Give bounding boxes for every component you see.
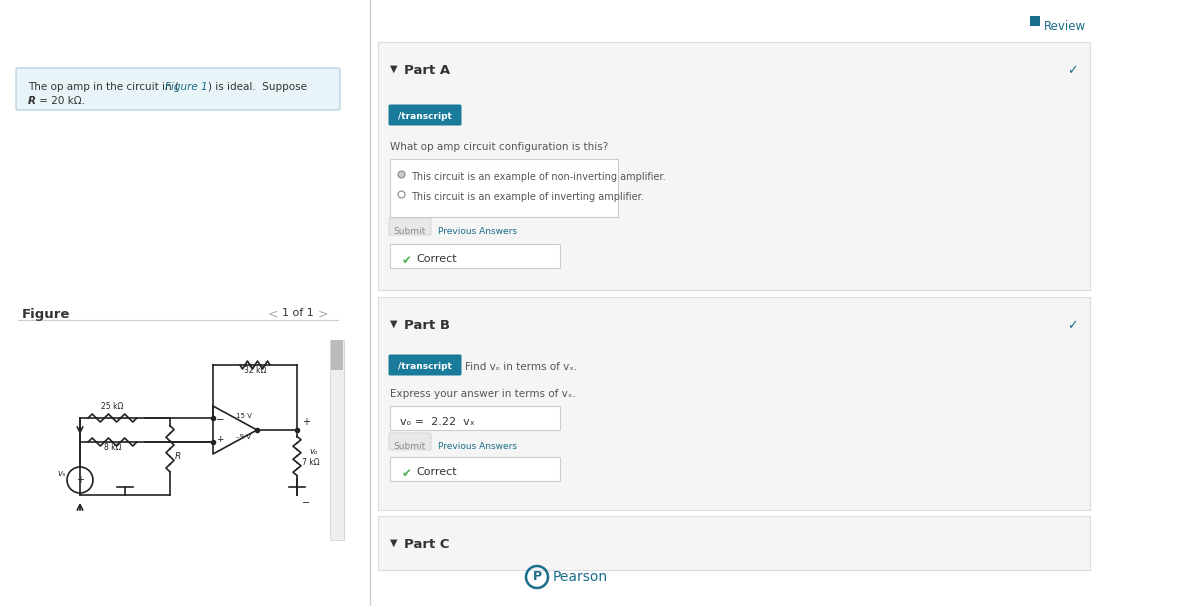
Text: 25 kΩ: 25 kΩ bbox=[101, 402, 124, 411]
Text: Figure 1: Figure 1 bbox=[166, 82, 208, 92]
Text: 1 of 1: 1 of 1 bbox=[282, 308, 313, 318]
Text: Express your answer in terms of vₓ.: Express your answer in terms of vₓ. bbox=[390, 389, 576, 399]
FancyBboxPatch shape bbox=[1030, 16, 1040, 26]
Text: 7 kΩ: 7 kΩ bbox=[302, 458, 319, 467]
FancyBboxPatch shape bbox=[390, 159, 618, 217]
Text: −: − bbox=[302, 498, 310, 508]
FancyBboxPatch shape bbox=[390, 244, 560, 268]
Text: The op amp in the circuit in (: The op amp in the circuit in ( bbox=[28, 82, 179, 92]
FancyBboxPatch shape bbox=[330, 340, 344, 540]
Text: /transcript: /transcript bbox=[398, 362, 452, 371]
Text: Correct: Correct bbox=[416, 467, 457, 477]
Text: 32 kΩ: 32 kΩ bbox=[244, 366, 266, 375]
Text: >: > bbox=[318, 308, 329, 321]
Text: ▼: ▼ bbox=[390, 64, 397, 74]
Text: ▼: ▼ bbox=[390, 319, 397, 329]
Text: Submit: Submit bbox=[394, 227, 426, 236]
Text: vₒ: vₒ bbox=[310, 447, 318, 456]
FancyBboxPatch shape bbox=[378, 516, 1090, 570]
Text: 8 kΩ: 8 kΩ bbox=[103, 443, 121, 452]
Text: = 20 kΩ.: = 20 kΩ. bbox=[36, 96, 85, 106]
FancyBboxPatch shape bbox=[390, 457, 560, 481]
Text: Correct: Correct bbox=[416, 254, 457, 264]
FancyBboxPatch shape bbox=[389, 218, 431, 235]
Text: Previous Answers: Previous Answers bbox=[438, 442, 517, 451]
FancyBboxPatch shape bbox=[331, 340, 343, 370]
Text: Part B: Part B bbox=[404, 319, 450, 332]
Text: This circuit is an example of inverting amplifier.: This circuit is an example of inverting … bbox=[410, 192, 643, 202]
Text: R: R bbox=[28, 96, 36, 106]
Text: ) is ideal.  Suppose: ) is ideal. Suppose bbox=[208, 82, 311, 92]
Text: Find vₒ in terms of vₓ.: Find vₒ in terms of vₓ. bbox=[466, 362, 577, 372]
Text: −: − bbox=[216, 415, 224, 425]
Text: R: R bbox=[175, 452, 181, 461]
Text: Submit: Submit bbox=[394, 442, 426, 451]
Text: <: < bbox=[268, 308, 278, 321]
FancyBboxPatch shape bbox=[390, 406, 560, 430]
Text: 15 V: 15 V bbox=[236, 413, 252, 419]
Text: +: + bbox=[76, 475, 84, 485]
Text: –9 V: –9 V bbox=[236, 434, 251, 440]
FancyBboxPatch shape bbox=[378, 297, 1090, 510]
Text: ✔: ✔ bbox=[402, 467, 412, 480]
Text: Figure: Figure bbox=[22, 308, 71, 321]
FancyBboxPatch shape bbox=[16, 68, 340, 110]
Text: +: + bbox=[216, 436, 223, 444]
Text: Review: Review bbox=[1044, 20, 1086, 33]
Text: vₓ: vₓ bbox=[58, 469, 66, 478]
FancyBboxPatch shape bbox=[389, 433, 431, 450]
Text: Previous Answers: Previous Answers bbox=[438, 227, 517, 236]
FancyBboxPatch shape bbox=[389, 355, 462, 376]
Text: ▼: ▼ bbox=[390, 538, 397, 548]
Text: Pearson: Pearson bbox=[553, 570, 608, 584]
FancyBboxPatch shape bbox=[389, 104, 462, 125]
Text: Part A: Part A bbox=[404, 64, 450, 77]
Text: vₒ =  2.22  vₓ: vₒ = 2.22 vₓ bbox=[400, 417, 475, 427]
Text: ✔: ✔ bbox=[402, 254, 412, 267]
Text: ✓: ✓ bbox=[1068, 64, 1078, 77]
Text: /transcript: /transcript bbox=[398, 112, 452, 121]
Text: P: P bbox=[533, 570, 541, 584]
FancyBboxPatch shape bbox=[378, 42, 1090, 290]
Text: Part C: Part C bbox=[404, 538, 450, 551]
Text: +: + bbox=[302, 417, 310, 427]
Text: What op amp circuit configuration is this?: What op amp circuit configuration is thi… bbox=[390, 142, 608, 152]
Text: ✓: ✓ bbox=[1068, 319, 1078, 332]
Text: This circuit is an example of non-inverting amplifier.: This circuit is an example of non-invert… bbox=[410, 172, 666, 182]
